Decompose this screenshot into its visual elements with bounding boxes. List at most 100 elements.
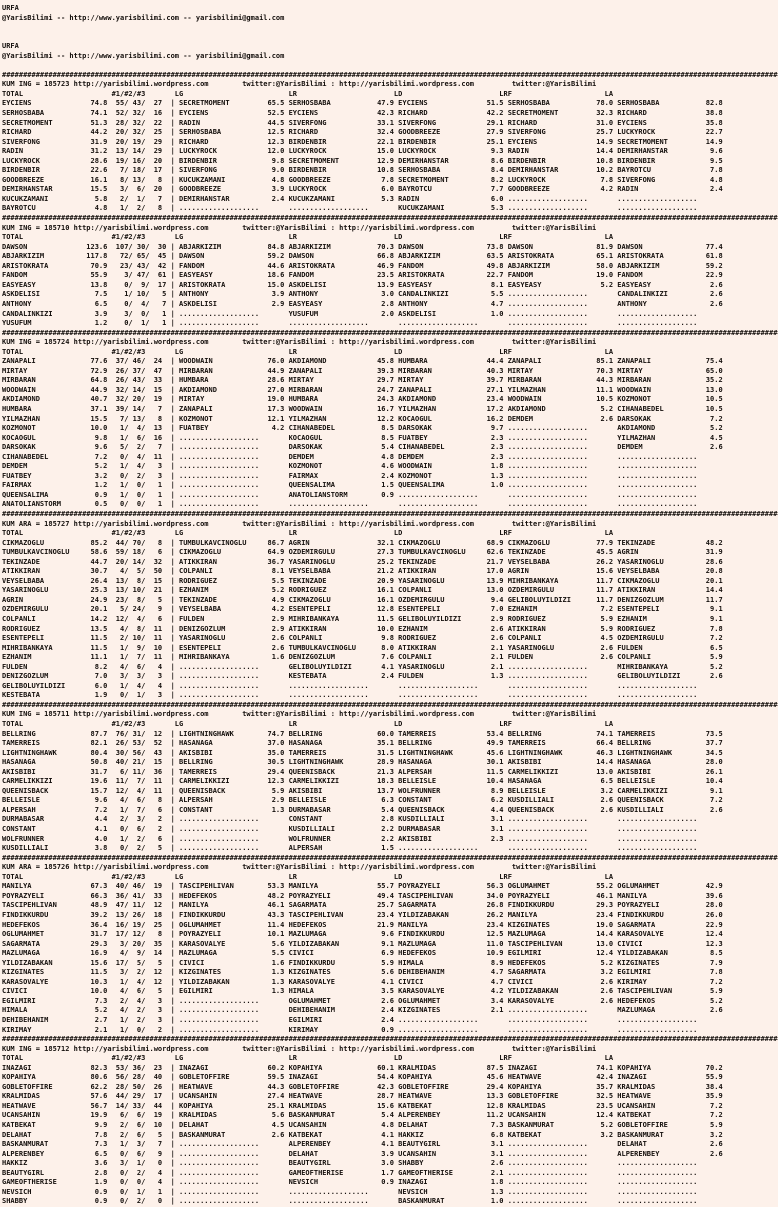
column-header-row: TOTAL #1/#2/#3 LG LR LD LRF LA: [2, 529, 694, 538]
column-header-row: TOTAL #1/#2/#3 LG LR LD LRF LA: [2, 872, 694, 881]
table-row: KIZGINATES 11.5 3/ 2/ 12 | KIZGINATES 1.…: [2, 968, 723, 977]
table-row: HASANAGA 50.8 40/ 21/ 15 | BELLRING 30.5…: [2, 758, 723, 767]
table-row: ZANAPALI 77.6 37/ 46/ 24 | WOODWAIN 76.0…: [2, 357, 723, 366]
table-row: BAYROTCU 4.8 1/ 2/ 8 | .................…: [2, 204, 723, 213]
table-row: BIRDENBIR 22.6 7/ 18/ 17 | SIVERFONG 9.0…: [2, 166, 723, 175]
table-row: TUMBULKAVCINOGLU 58.6 59/ 18/ 6 | CIKMAZ…: [2, 548, 723, 557]
column-header-row: TOTAL #1/#2/#3 LG LR LD LRF LA: [2, 720, 694, 729]
table-row: EGILMIRI 7.3 2/ 4/ 3 | .................…: [2, 996, 723, 1005]
table-row: EYCIENS 74.8 55/ 43/ 27 | SECRETMOMENT 6…: [2, 99, 723, 108]
block-header: KUM ING = 185724 http://yarisbilimi.word…: [2, 338, 597, 347]
table-row: HIMALA 5.2 4/ 2/ 3 | ...................…: [2, 1006, 723, 1015]
block-header: KUM ING = 185723 http://yarisbilimi.word…: [2, 80, 597, 89]
table-row: TEKINZADE 44.7 20/ 14/ 32 | ATIKKIRAN 36…: [2, 557, 723, 566]
table-row: YILMAZHAN 15.5 7/ 13/ 8 | KOZMONOT 12.1 …: [2, 414, 723, 423]
table-row: CONSTANT 4.1 0/ 6/ 2 | .................…: [2, 825, 723, 834]
table-row: COLPANLI 14.2 12/ 4/ 6 | FULDEN 2.9 MIHR…: [2, 615, 723, 623]
table-row: DARSOKAK 9.6 5/ 2/ 7 | .................…: [2, 443, 723, 452]
table-row: RICHARD 44.2 20/ 32/ 25 | SERHOSBABA 12.…: [2, 128, 723, 137]
table-row: ANATOLIANSTORM 0.5 0/ 0/ 1 | ...........…: [2, 500, 723, 509]
block-header: KUM ARA = 185726 http://yarisbilimi.word…: [2, 863, 597, 872]
separator-line: ########################################…: [2, 214, 778, 223]
table-row: BASKANMURAT 7.3 1/ 3/ 7 | ..............…: [2, 1140, 723, 1149]
race-block: ########################################…: [2, 71, 778, 214]
table-row: FANDOM 55.9 3/ 47/ 61 | EASYEASY 18.6 FA…: [2, 271, 723, 280]
race-block: ########################################…: [2, 329, 778, 510]
race-block: ########################################…: [2, 214, 778, 329]
table-row: BELLRING 87.7 76/ 31/ 12 | LIGHTNINGHAWK…: [2, 729, 723, 738]
table-row: HAKKIZ 3.6 3/ 1/ 0 | ...................…: [2, 1159, 723, 1168]
table-row: KUSDILLIALI 3.8 0/ 2/ 5 | ..............…: [2, 844, 723, 853]
column-header-row: TOTAL #1/#2/#3 LG LR LD LRF LA: [2, 89, 694, 98]
table-row: DEHIBEHANIM 2.7 1/ 2/ 3 | ..............…: [2, 1015, 723, 1024]
table-row: MIRBARAN 64.8 26/ 43/ 33 | HUMBARA 28.6 …: [2, 376, 723, 385]
table-row: AGRIN 24.9 23/ 8/ 5 | TEKINZADE 4.9 CIKM…: [2, 595, 723, 604]
table-row: BEAUTYGIRL 2.8 0/ 2/ 4 | ...............…: [2, 1168, 723, 1177]
masthead-contact-top: @YarisBilimi -- http://www.yarisbilimi.c…: [2, 13, 285, 22]
separator-line: ########################################…: [2, 328, 778, 337]
table-row: GOODBREEZE 16.1 8/ 13/ 8 | KUCUKZAMANI 4…: [2, 175, 723, 184]
table-row: SECRETMOMENT 51.3 28/ 32/ 22 | RADIN 44.…: [2, 118, 723, 127]
table-row: DEMIRHANSTAR 15.5 3/ 6/ 20 | GOODBREEZE …: [2, 185, 723, 194]
table-row: HEDEFEKOS 36.4 16/ 19/ 25 | OGLUMAHMET 1…: [2, 920, 723, 929]
table-row: HEATWAVE 56.7 14/ 33/ 44 | KOPAHIYA 25.1…: [2, 1101, 723, 1110]
table-row: KOZMONOT 10.0 1/ 4/ 13 | FUATBEY 4.2 CIH…: [2, 424, 723, 433]
table-row: KUCUKZAMANI 5.8 2/ 1/ 7 | DEMIRHANSTAR 2…: [2, 194, 723, 203]
table-row: CIHANABEDEL 7.2 0/ 4/ 11 | .............…: [2, 452, 723, 461]
table-row: WOODWAIN 44.9 32/ 14/ 15 | AKDIAMOND 27.…: [2, 385, 723, 394]
block-header: KUM ING = 185712 http://yarisbilimi.word…: [2, 1044, 597, 1053]
table-row: KARASOVALYE 10.3 1/ 4/ 12 | YILDIZABAKAN…: [2, 977, 723, 986]
table-row: INAZAGI 82.3 53/ 36/ 23 | INAZAGI 60.2 K…: [2, 1063, 723, 1072]
table-row: SIVERFONG 31.9 20/ 19/ 29 | RICHARD 12.3…: [2, 137, 723, 146]
table-row: RADIN 31.2 13/ 14/ 29 | LUCKYROCK 12.0 L…: [2, 147, 723, 156]
column-header-row: TOTAL #1/#2/#3 LG LR LD LRF LA: [2, 233, 694, 242]
race-block: ########################################…: [2, 854, 778, 1035]
table-row: CANDALINKIZI 3.9 3/ 0/ 1 | .............…: [2, 309, 723, 318]
masthead-title: URFA: [2, 42, 19, 51]
table-row: KOCAOGUL 9.8 1/ 6/ 16 | ................…: [2, 433, 723, 442]
race-block: ########################################…: [2, 701, 778, 854]
table-row: SERHOSBABA 74.1 52/ 32/ 16 | EYCIENS 52.…: [2, 109, 723, 118]
table-row: DELAHAT 7.8 2/ 6/ 5 | BASKANMURAT 2.6 KA…: [2, 1130, 723, 1139]
table-row: DEMDEM 5.2 1/ 4/ 3 | ...................…: [2, 462, 723, 471]
table-row: GELIBOLUYILDIZI 6.0 1/ 4/ 4 | ..........…: [2, 681, 723, 690]
table-row: FULDEN 8.2 4/ 6/ 4 | ...................…: [2, 662, 723, 671]
table-row: DAWSON 123.6 107/ 30/ 30 | ABJARKIZIM 84…: [2, 242, 723, 251]
table-row: OZDEMIRGULU 20.1 5/ 24/ 9 | VEYSELBABA 4…: [2, 605, 723, 614]
table-row: MIHRIBANKAYA 11.5 1/ 9/ 10 | ESENTEPELI …: [2, 643, 723, 652]
spacer: [2, 23, 778, 33]
table-row: CARMELIKKIZI 19.6 11/ 7/ 11 | CARMELIKKI…: [2, 777, 723, 786]
table-row: ASKDELISI 7.5 1/ 10/ 5 | ANTHONY 3.9 ANT…: [2, 290, 723, 299]
separator-line: ########################################…: [2, 509, 778, 518]
table-row: KRALMIDAS 57.6 44/ 29/ 17 | UCANSAHIN 27…: [2, 1092, 723, 1101]
table-row: QUEENISBACK 15.7 12/ 4/ 11 | QUEENISBACK…: [2, 786, 723, 795]
table-row: MAZLUMAGA 16.9 4/ 9/ 14 | MAZLUMAGA 5.5 …: [2, 949, 723, 958]
table-row: GAMEOFTHERISE 1.9 0/ 0/ 4 | ............…: [2, 1178, 723, 1187]
separator-line: ########################################…: [2, 700, 778, 709]
separator-line: ########################################…: [2, 70, 778, 79]
table-row: ABJARKIZIM 117.8 72/ 65/ 45 | DAWSON 59.…: [2, 252, 723, 261]
table-row: YUSUFUM 1.2 0/ 1/ 1 | ..................…: [2, 319, 723, 328]
table-row: NEVSICH 0.9 0/ 1/ 1 | ..................…: [2, 1187, 723, 1196]
table-row: EASYEASY 13.8 0/ 9/ 17 | ARISTOKRATA 15.…: [2, 280, 723, 289]
race-blocks: ########################################…: [2, 71, 778, 1207]
table-row: VEYSELBABA 26.4 13/ 8/ 15 | RODRIGUEZ 5.…: [2, 576, 723, 585]
table-row: ALPERENBEY 6.5 0/ 6/ 9 | ...............…: [2, 1149, 723, 1158]
table-row: MANILYA 67.3 40/ 46/ 19 | TASCIPEHLIVAN …: [2, 882, 723, 891]
table-row: RODRIGUEZ 13.5 4/ 8/ 11 | DENIZGOZLUM 2.…: [2, 624, 723, 633]
table-row: POYRAZYELI 66.3 36/ 41/ 33 | HEDEFEKOS 4…: [2, 891, 723, 900]
table-row: FAIRMAX 1.2 1/ 0/ 1 | ..................…: [2, 481, 723, 490]
table-row: TASCIPEHLIVAN 48.9 47/ 11/ 12 | MANILYA …: [2, 901, 723, 910]
table-row: ARISTOKRATA 70.9 23/ 43/ 42 | FANDOM 44.…: [2, 261, 723, 270]
table-row: FINDIKKURDU 39.2 13/ 26/ 18 | FINDIKKURD…: [2, 910, 723, 919]
table-row: ANTHONY 6.5 0/ 4/ 7 | ASKDELISI 2.9 EASY…: [2, 299, 723, 308]
table-row: OGLUMAHMET 31.7 17/ 12/ 8 | POYRAZYELI 1…: [2, 930, 723, 939]
table-row: DENIZGOZLUM 7.0 3/ 3/ 3 | ..............…: [2, 672, 723, 681]
table-row: HUMBARA 37.1 39/ 14/ 7 | ZANAPALI 17.3 W…: [2, 404, 723, 413]
column-header-row: TOTAL #1/#2/#3 LG LR LD LRF LA: [2, 1054, 694, 1063]
table-row: TAMERREIS 82.1 26/ 53/ 52 | HASANAGA 37.…: [2, 739, 723, 748]
table-row: FUATBEY 3.2 0/ 2/ 3 | ..................…: [2, 471, 723, 480]
separator-line: ########################################…: [2, 853, 778, 862]
table-row: WOLFRUNNER 4.0 1/ 2/ 6 | ...............…: [2, 834, 723, 843]
